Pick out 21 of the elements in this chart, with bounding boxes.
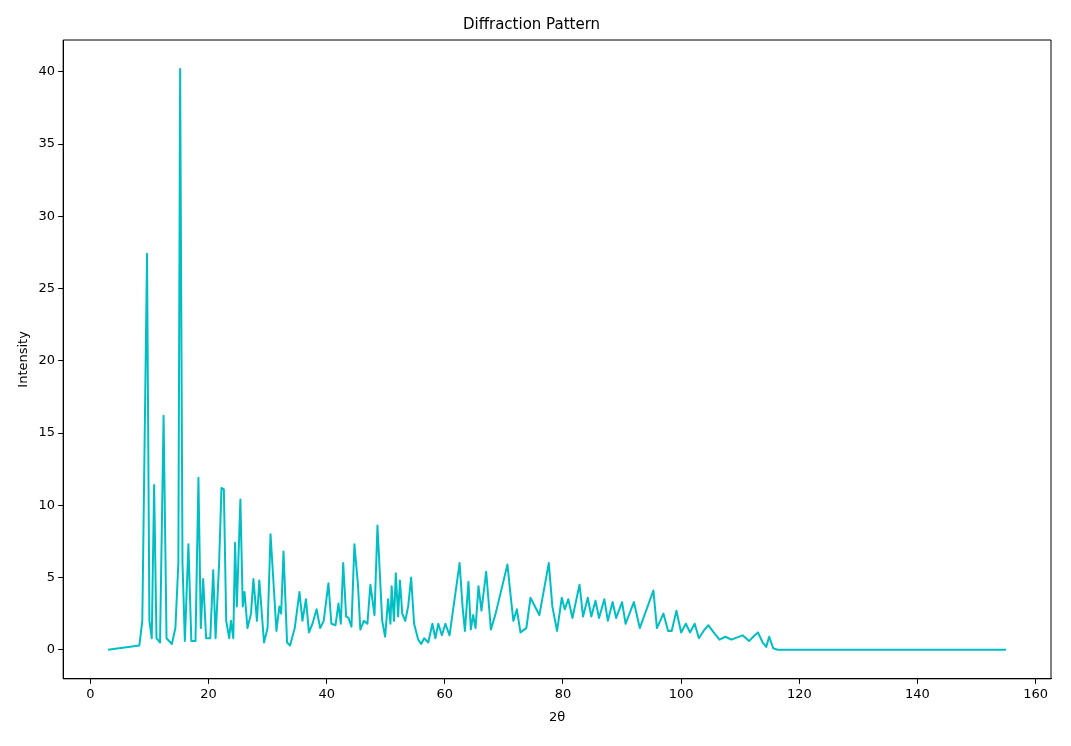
- y-tick-label: 25: [38, 279, 56, 295]
- chart-title: Diffraction Pattern: [462, 14, 601, 33]
- x-tick-label: 0: [86, 685, 95, 701]
- x-tick-label: 60: [436, 685, 454, 701]
- y-tick-label: 35: [38, 135, 56, 151]
- y-tick-label: 0: [46, 641, 56, 657]
- x-tick-label: 40: [318, 685, 335, 701]
- y-tick-label: 5: [46, 568, 56, 584]
- y-axis-title: Intensity: [15, 330, 31, 388]
- x-tick-label: 80: [554, 685, 572, 701]
- x-axis-title: 2θ: [548, 708, 566, 724]
- x-tick-label: 100: [668, 685, 694, 701]
- y-tick-label: 15: [38, 424, 56, 440]
- y-tick-label: 20: [38, 352, 56, 368]
- x-tick-label: 140: [905, 685, 930, 701]
- y-tick-label: 40: [38, 63, 56, 79]
- y-tick-label: 10: [38, 496, 56, 512]
- x-tick-label: 160: [1023, 685, 1049, 701]
- x-tick-label: 20: [200, 685, 217, 701]
- x-tick-label: 120: [786, 685, 812, 701]
- y-tick-label: 30: [38, 207, 56, 223]
